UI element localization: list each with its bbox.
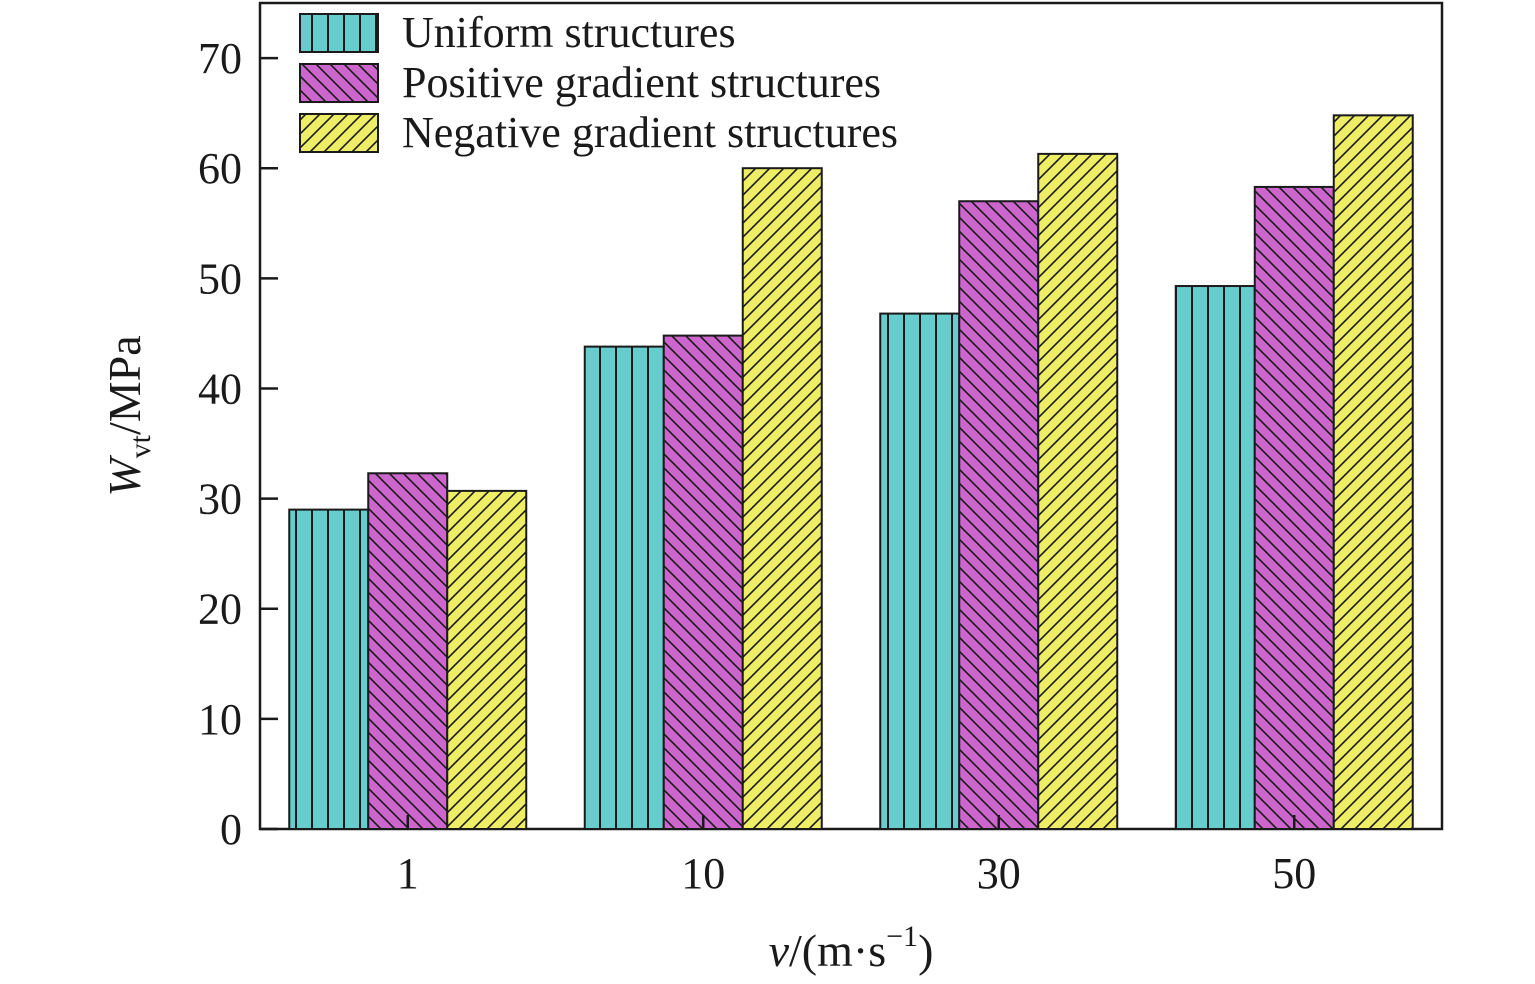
bar-2-cat-30 [958,200,1040,831]
y-axis: 0 10 20 30 40 50 60 70 [198,34,278,854]
legend-label-1: Uniform structures [402,8,736,57]
y-tick-label: 10 [198,695,242,744]
y-tick-label: 0 [220,805,242,854]
bar-1-cat-50 [1174,285,1256,830]
bar-2-cat-1 [367,472,449,830]
bar-1-cat-1 [288,508,370,830]
plot-frame [258,1,1444,831]
y-tick-label: 70 [198,34,242,83]
bar-3-cat-1 [446,489,528,830]
y-tick-label: 20 [198,585,242,634]
x-axis: 1 10 30 50 [397,815,1316,898]
bar-1-cat-30 [879,312,961,830]
x-tick-label: 50 [1272,849,1316,898]
bars-group [288,114,1414,831]
x-tick-label: 10 [681,849,725,898]
bar-2-cat-10 [662,334,744,830]
bar-3-cat-50 [1332,114,1414,830]
y-axis-label: Wvt/MPa [99,335,157,496]
y-tick-label: 40 [198,364,242,413]
bar-2-cat-50 [1253,185,1335,830]
legend-swatch-3 [299,113,379,153]
y-tick-label: 60 [198,144,242,193]
legend-label-2: Positive gradient structures [402,58,881,107]
x-tick-label: 30 [977,849,1021,898]
bar-3-cat-10 [741,167,823,830]
x-axis-label: v/(m·s−1) [769,920,934,976]
legend-label-3: Negative gradient structures [402,108,898,157]
y-tick-label: 50 [198,254,242,303]
legend-swatch-2 [299,63,379,103]
bar-1-cat-10 [583,345,665,830]
legend-swatch-1 [299,13,379,53]
y-tick-label: 30 [198,475,242,524]
bar-3-cat-30 [1037,152,1119,830]
x-tick-label: 1 [397,849,419,898]
